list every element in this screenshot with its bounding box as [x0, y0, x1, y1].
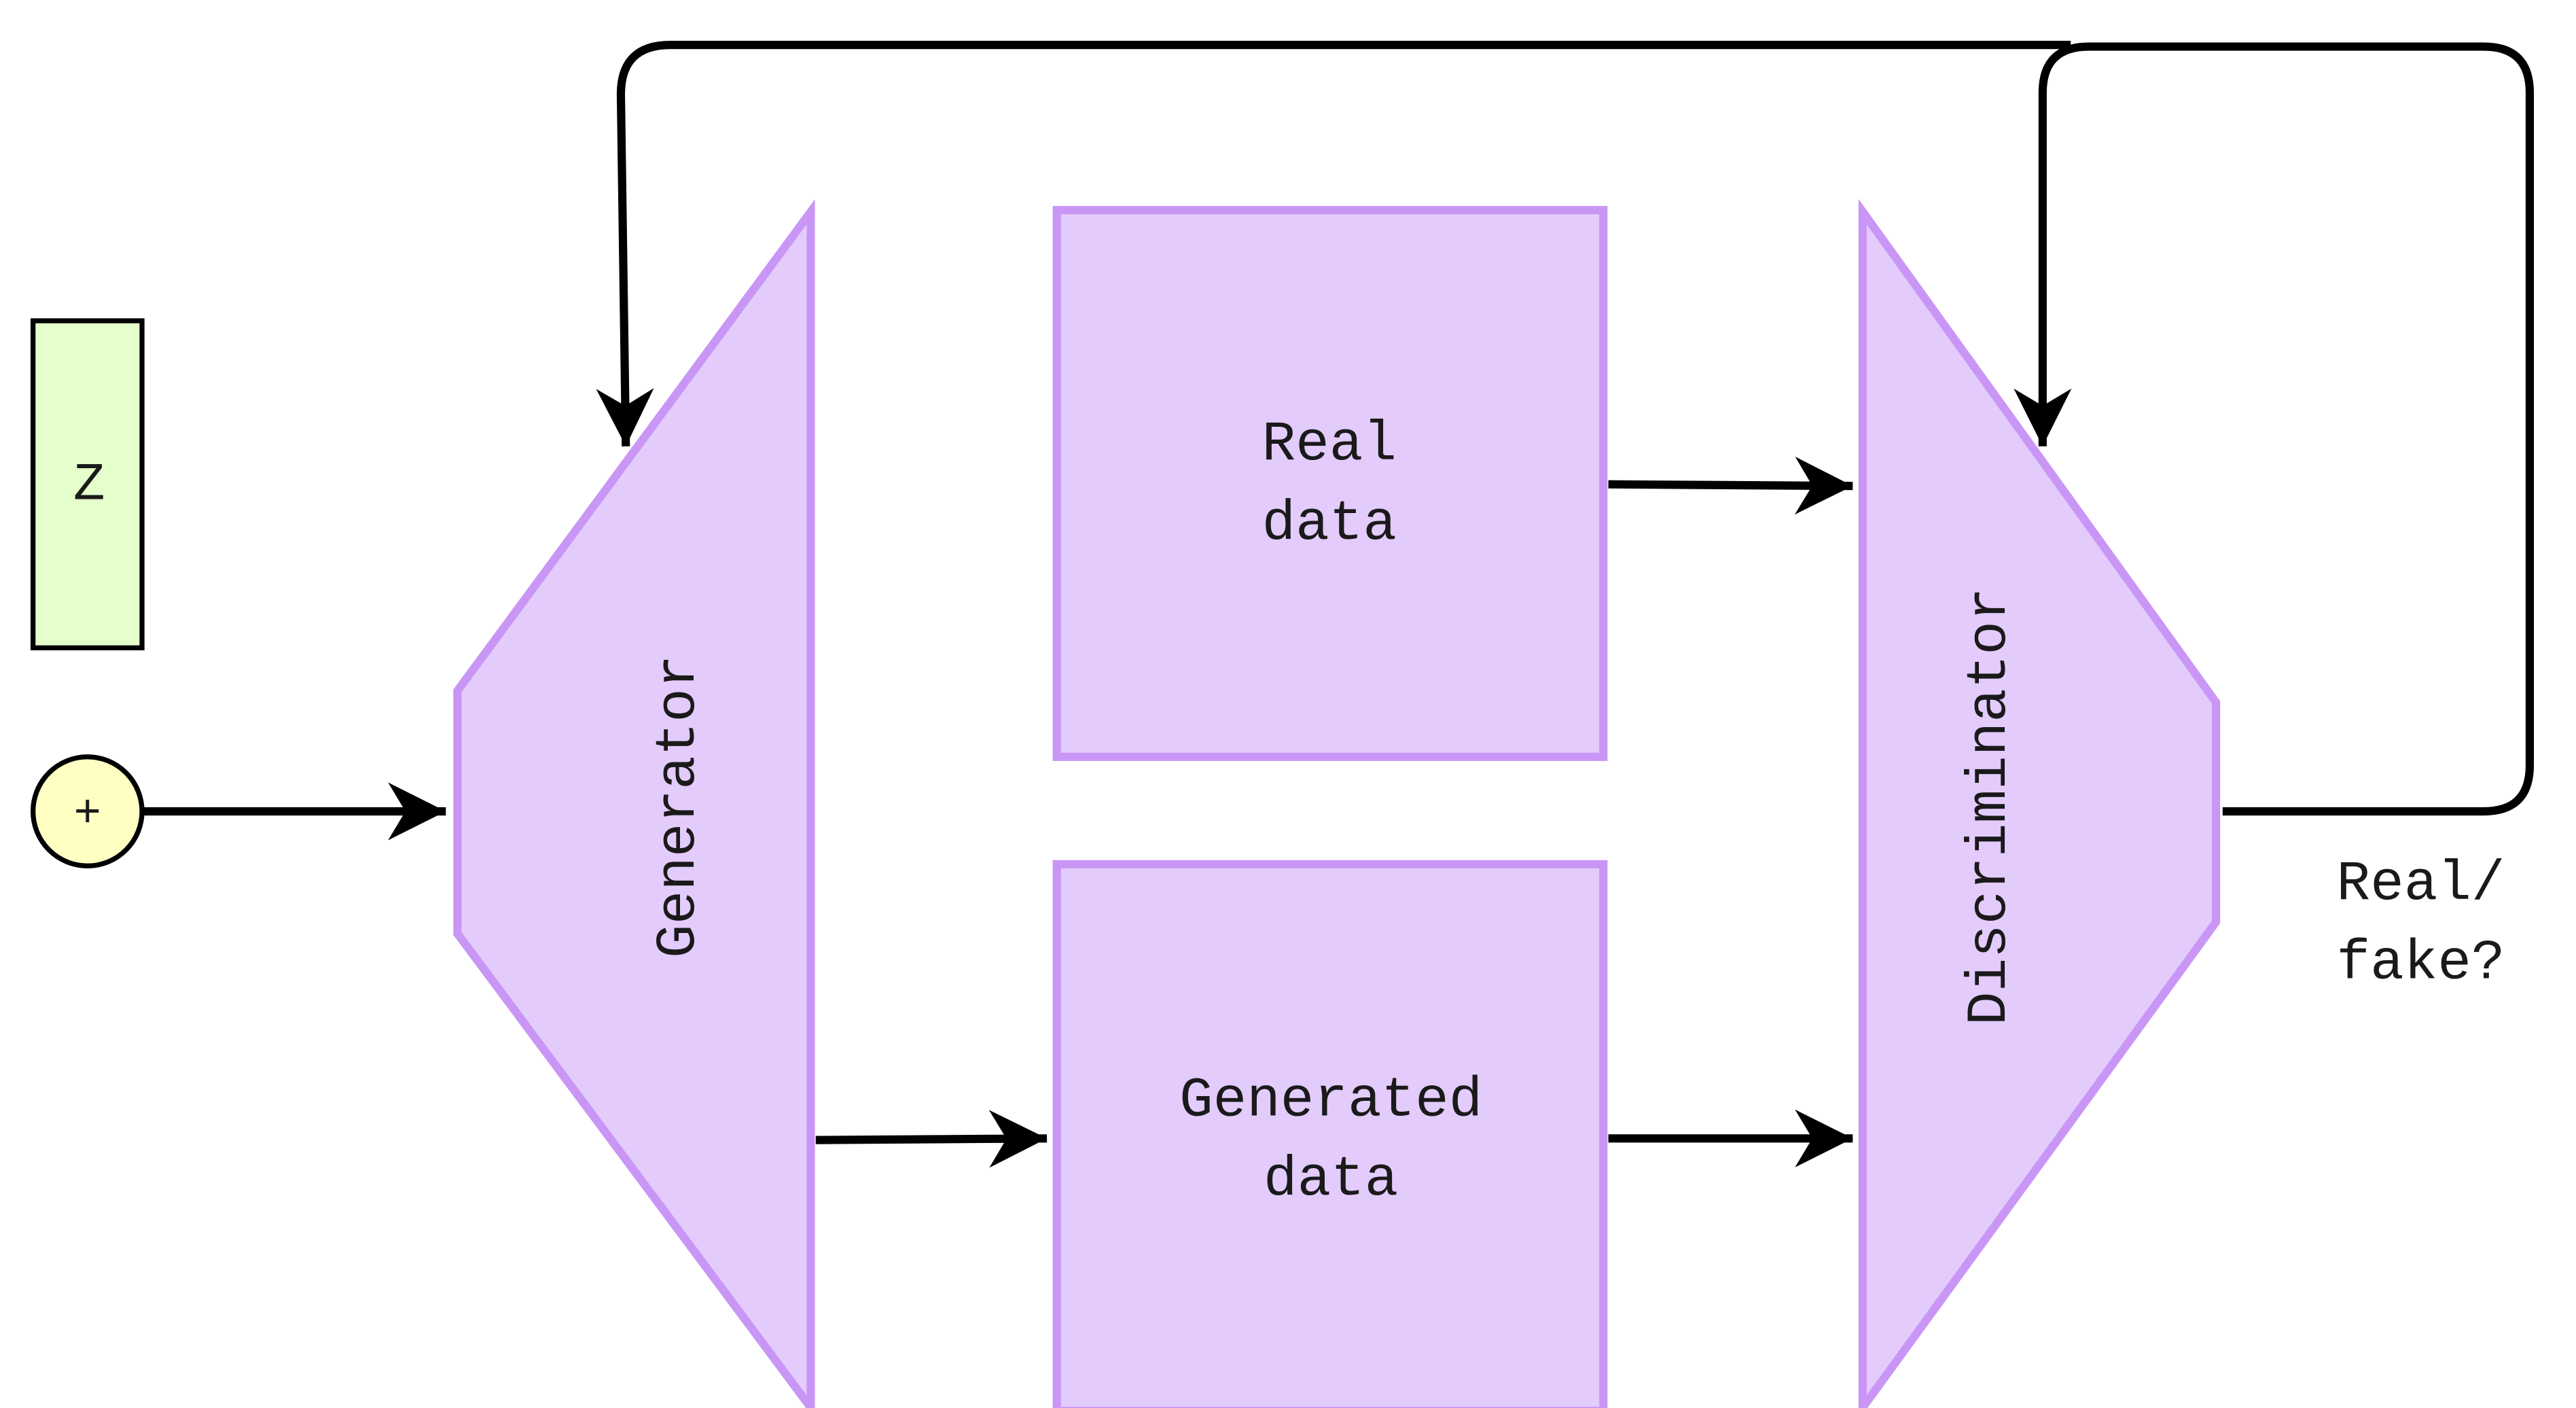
real-data-label-line1: Real — [1262, 412, 1397, 476]
z-label: Z — [73, 456, 105, 516]
output-loop-arrow — [2014, 42, 2535, 816]
feedback-to-generator-arrow — [596, 41, 2071, 446]
sum-node: + — [30, 754, 145, 868]
discriminator-block: Discriminator — [1858, 198, 2221, 1408]
discriminator-label: Discriminator — [1958, 587, 2022, 1025]
generated-data-block: Generated data — [1052, 860, 1608, 1408]
generator-to-generated-arrow — [815, 1110, 1048, 1168]
z-latent-box: Z — [30, 318, 145, 650]
sum-symbol: + — [73, 788, 101, 841]
generator-label: Generator — [647, 655, 711, 958]
real-data-block: Real data — [1052, 206, 1608, 761]
generated-data-label-line2: data — [1264, 1148, 1398, 1212]
connections — [143, 41, 2535, 1168]
generated-data-label-line1: Generated — [1179, 1068, 1482, 1132]
generator-block: Generator — [453, 199, 815, 1408]
real-data-label-line2: data — [1262, 492, 1397, 556]
output-label-line2: fake? — [2337, 932, 2505, 996]
output-label-line1: Real/ — [2337, 852, 2505, 916]
output-label: Real/ fake? — [2337, 852, 2505, 996]
real-to-discriminator-arrow — [1608, 457, 1853, 515]
